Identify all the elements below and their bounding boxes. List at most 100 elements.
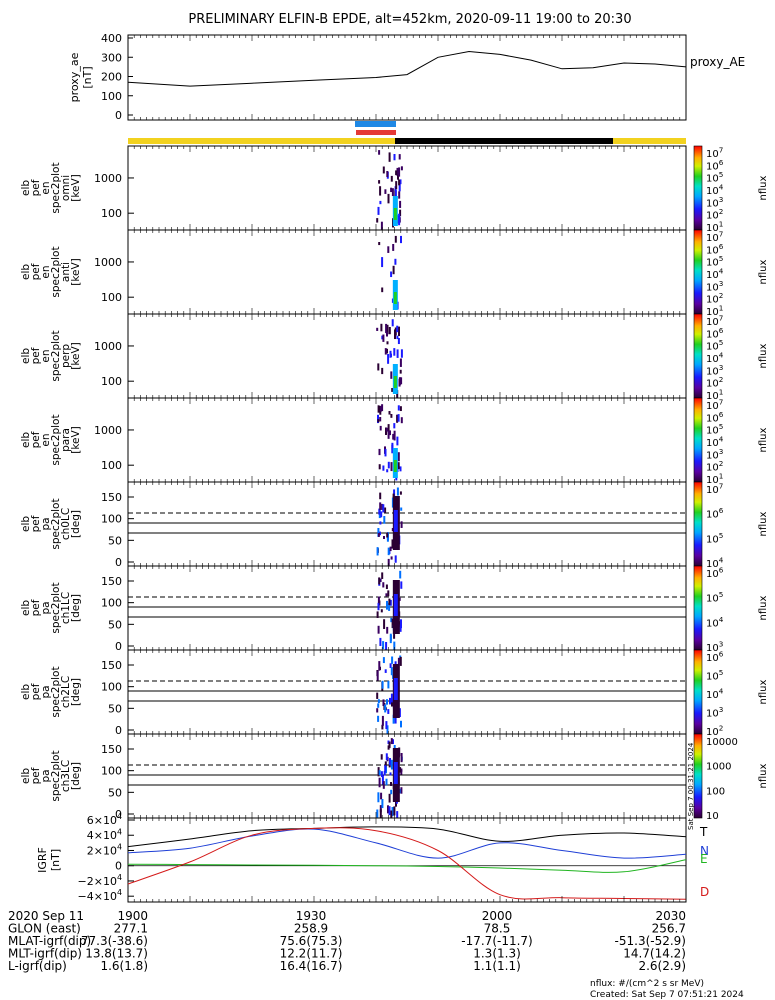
colorbar-tick: 102 <box>706 724 723 739</box>
colorbar-tick: 102 <box>706 291 723 306</box>
flux-pixel <box>391 700 393 707</box>
axis-label-ch0: ch0LC <box>60 508 72 540</box>
flux-pixel <box>397 462 400 470</box>
flux-pixel <box>398 179 401 186</box>
pitch-angle-tick: 150 <box>101 575 122 588</box>
colorbar <box>693 481 703 567</box>
footer-cell: 13.8(13.7) <box>85 947 148 961</box>
flux-pixel <box>378 464 381 470</box>
flux-pixel <box>379 521 382 525</box>
flux-pixel <box>380 405 382 412</box>
flux-pixel <box>383 619 386 629</box>
flux-pixel <box>381 572 384 579</box>
energy-tick: 1000 <box>94 340 122 353</box>
colorbar-tick: 102 <box>706 375 723 390</box>
axis-label-anti: [keV] <box>70 258 82 286</box>
flux-pixel <box>387 680 390 689</box>
flux-core-high <box>393 762 398 784</box>
flux-pixel <box>399 358 402 367</box>
panel-frame <box>127 397 687 483</box>
pitch-angle-tick: 100 <box>101 681 122 694</box>
axis-label-para: para <box>60 428 72 452</box>
flux-pixel <box>387 590 390 597</box>
colorbar-label: nflux <box>758 763 769 788</box>
axis-label-anti: en <box>40 265 52 278</box>
axis-label-ch2: ch2LC <box>60 676 72 708</box>
energy-tick: 100 <box>101 291 122 304</box>
flux-pixel <box>391 656 394 664</box>
axis-label-ch1: [deg] <box>70 594 82 622</box>
flux-pixel <box>389 430 391 436</box>
flux-pixel <box>389 546 392 552</box>
flux-pixel <box>376 547 379 556</box>
flux-pixel <box>376 670 379 681</box>
flux-pixel <box>399 656 402 666</box>
flux-pixel <box>381 367 384 375</box>
flux-pixel <box>384 507 387 514</box>
axis-label-ch0: elb <box>20 516 32 532</box>
flux-pixel <box>381 680 384 689</box>
flux-pixel <box>399 491 402 495</box>
colorbar-tick: 105 <box>706 531 723 546</box>
colorbar-tick: 105 <box>706 422 723 437</box>
axis-label-para: spec2plot <box>50 414 62 465</box>
flux-pixel <box>399 369 402 374</box>
colorbar-label: nflux <box>758 511 769 536</box>
colorbar-tick: 103 <box>706 195 723 210</box>
flux-pixel <box>381 287 384 293</box>
colorbar-tick: 102 <box>706 459 723 474</box>
flux-pixel <box>396 325 399 333</box>
colorbar-tick: 104 <box>706 556 724 571</box>
flux-pixel <box>382 781 385 789</box>
flux-pixel <box>384 669 387 673</box>
flux-pixel <box>381 724 384 730</box>
flux-pixel <box>382 582 385 588</box>
flux-pixel <box>386 348 388 354</box>
flux-pixel <box>397 657 400 665</box>
flux-pixel <box>383 771 386 776</box>
colorbar-tick: 103 <box>706 447 723 462</box>
axis-label-ch1: spec2plot <box>50 582 62 633</box>
colorbar-tick: 105 <box>706 254 723 269</box>
axis-label-ch3: spec2plot <box>50 750 62 801</box>
flux-pixel <box>398 191 401 199</box>
flux-pixel <box>378 577 381 585</box>
flux-pixel <box>376 218 379 223</box>
flux-pixel <box>380 792 383 800</box>
footer-cell: 77.3(-38.6) <box>81 934 148 948</box>
flux-core-high <box>393 292 397 304</box>
flux-pixel <box>397 414 400 422</box>
flux-pixel <box>393 423 396 429</box>
flux-pixel <box>392 739 394 745</box>
flux-pixel <box>377 405 380 413</box>
colorbar-tick: 105 <box>706 590 723 605</box>
footer-cell: 258.9 <box>294 922 328 936</box>
colorbar-tick: 106 <box>706 242 724 256</box>
colorbar-tick: 106 <box>706 410 724 425</box>
flux-pixel <box>386 532 389 538</box>
colorbar-tick: 107 <box>706 398 723 413</box>
flux-pixel <box>378 508 381 515</box>
axis-label-omni: pef <box>30 179 42 196</box>
flux-pixel <box>389 758 391 766</box>
flux-pixel <box>380 609 383 613</box>
flux-pixel <box>377 533 380 537</box>
flux-pixel <box>392 244 395 251</box>
footer-row-label: MLAT-igrf(dip) <box>8 934 91 948</box>
flux-pixel <box>399 466 402 472</box>
flux-pixel <box>376 327 379 331</box>
axis-label-perp: perp <box>60 344 72 368</box>
flux-pixel <box>396 335 399 340</box>
flux-pixel <box>384 189 387 194</box>
flux-pixel <box>387 430 390 439</box>
footer-cell: 2.6(2.9) <box>638 959 686 973</box>
axis-label-ch0: [deg] <box>70 510 82 538</box>
flux-pixel <box>378 180 381 184</box>
flux-core-high <box>393 460 397 472</box>
flux-pixel <box>396 349 399 358</box>
legend-E: E <box>700 852 708 866</box>
panel-ch3: 150 100 50 0 <box>101 733 687 821</box>
flux-pixel <box>398 326 400 337</box>
flux-pixel <box>377 419 380 423</box>
axis-label-para: en <box>40 433 52 446</box>
